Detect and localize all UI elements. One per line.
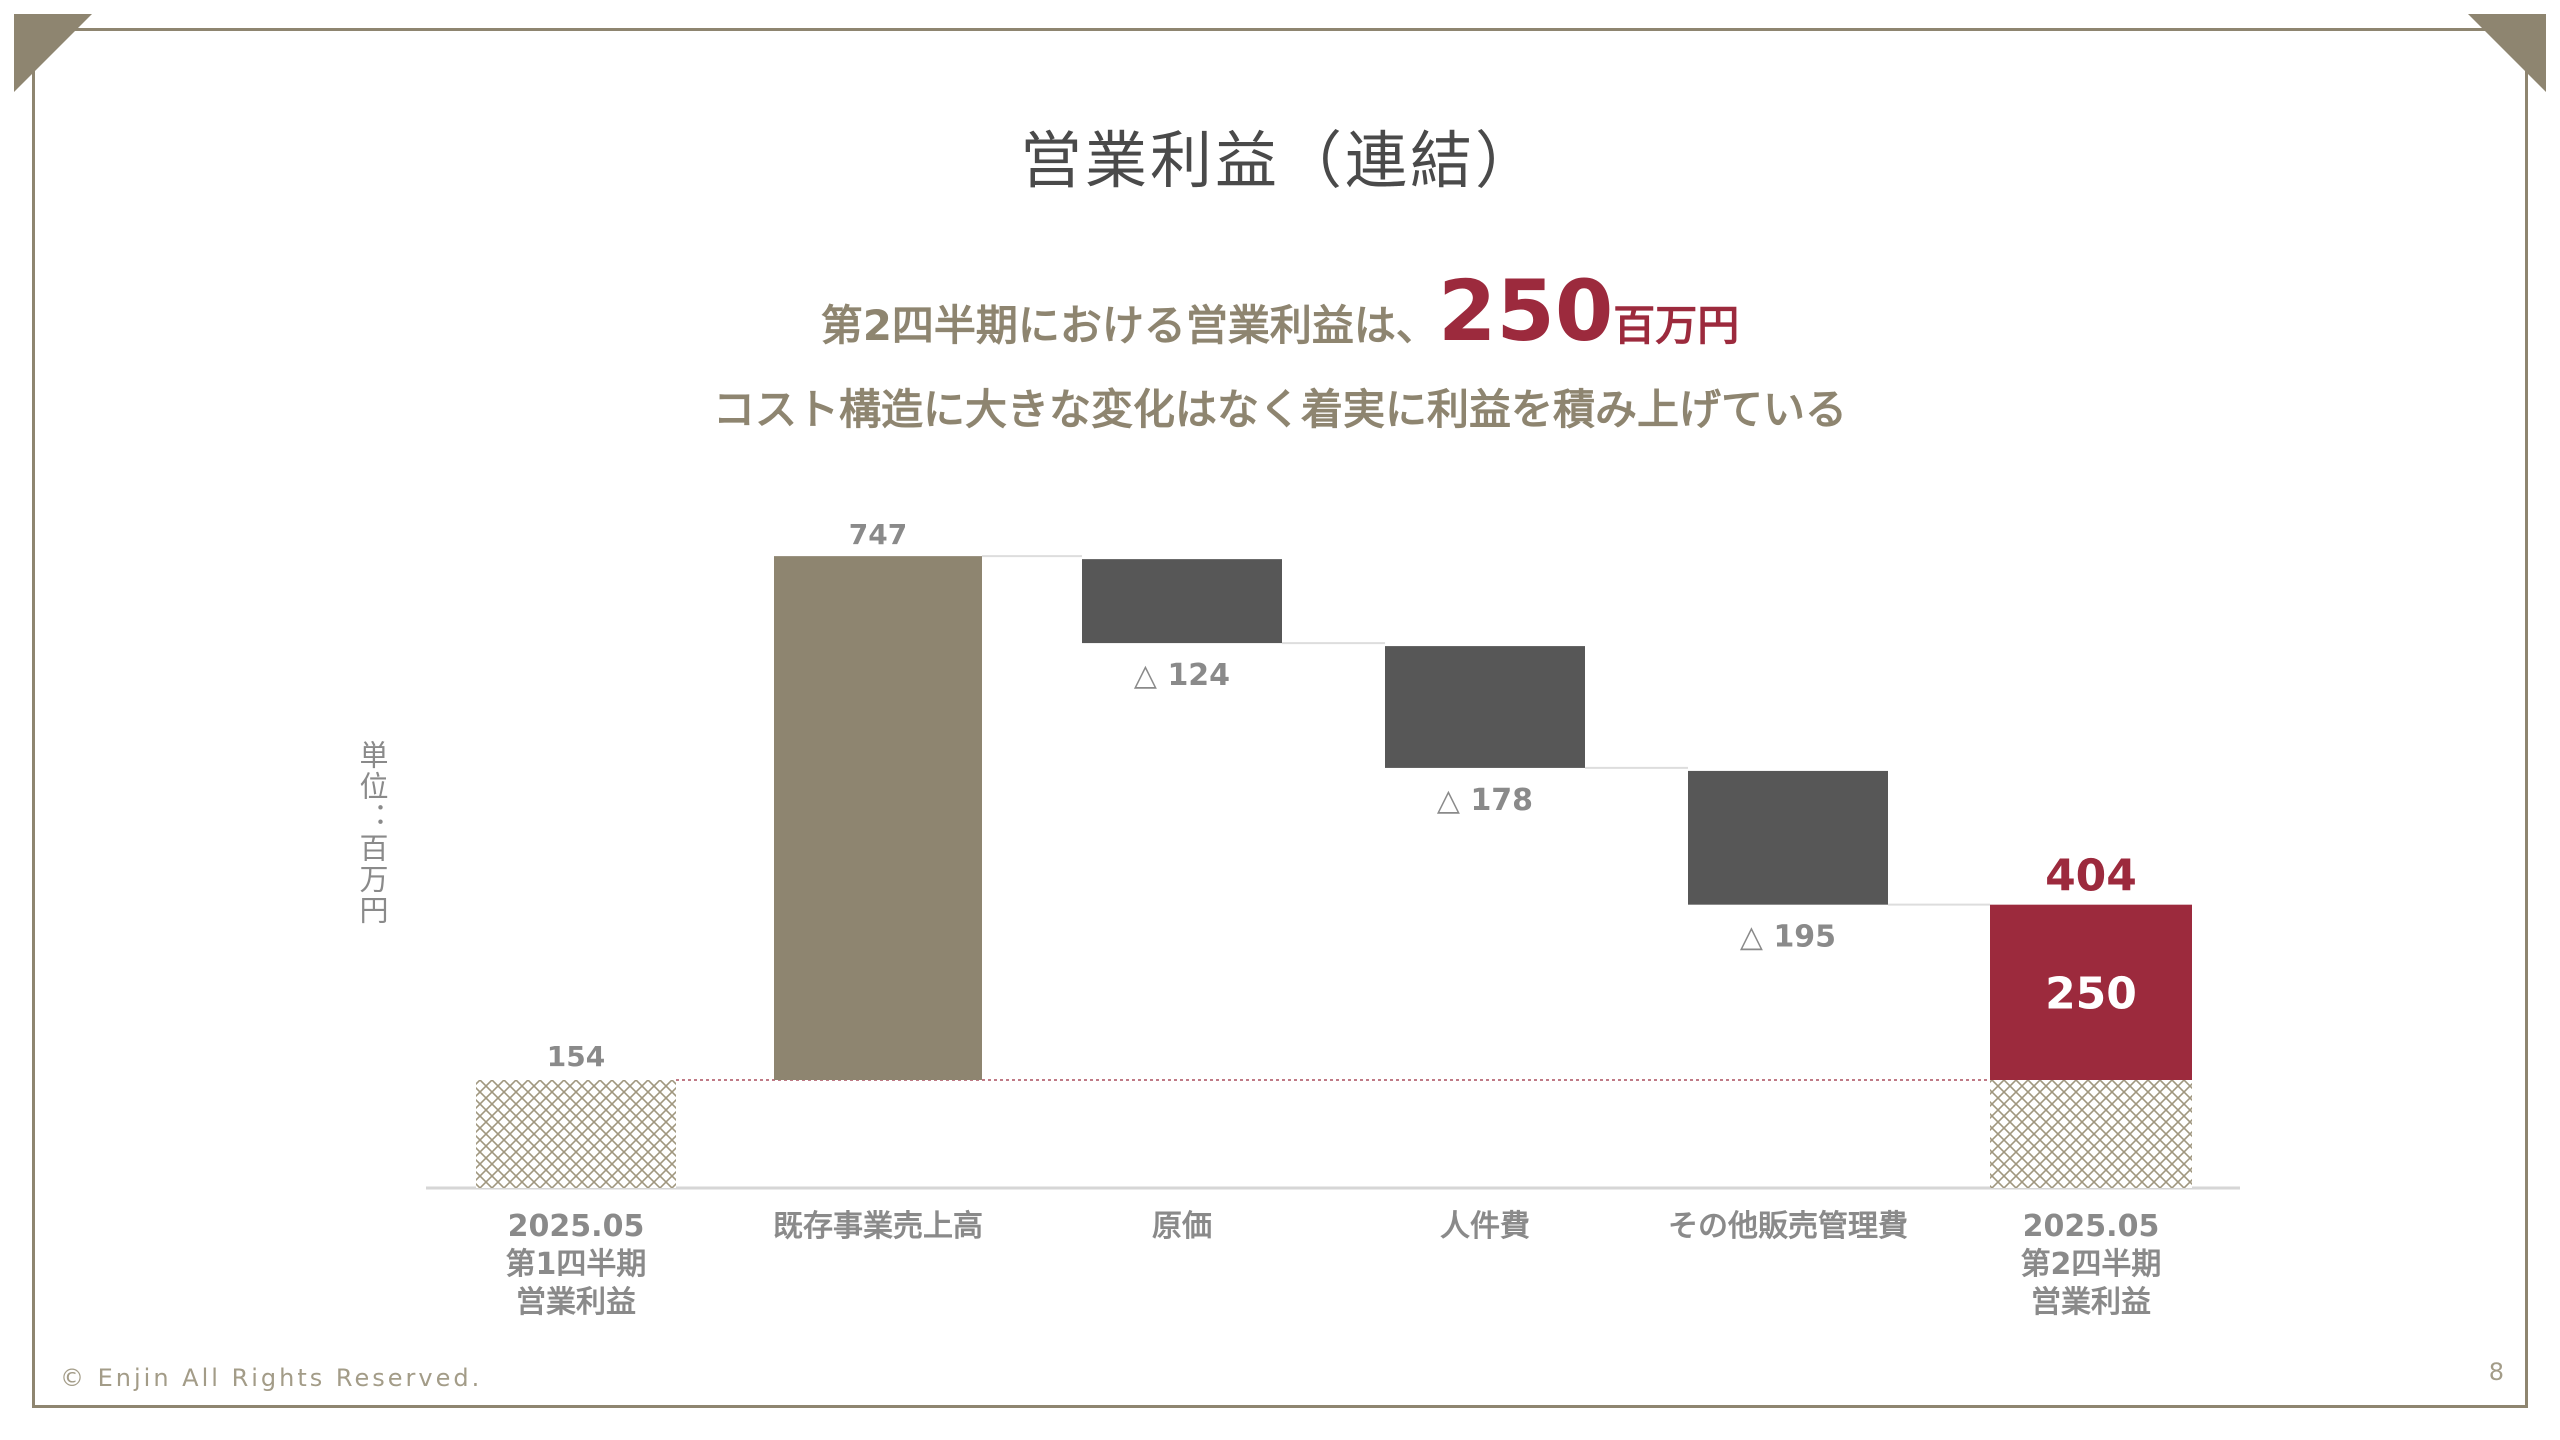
slide-frame [32,28,2528,1408]
data-label: 250 [2045,968,2137,1019]
data-label: △ 124 [1134,658,1230,693]
headline-figure: 250 [1437,262,1614,360]
x-tick-label: 人件費 [1440,1209,1530,1244]
subheadline: コスト構造に大きな変化はなく着実に利益を積み上げている [712,385,1847,434]
x-tick-label: 第1四半期 [506,1247,647,1282]
bar-increase [774,556,982,1080]
bar-total-baseline [1990,1080,2192,1188]
headline: 第2四半期における営業利益は、250百万円 [0,262,2560,360]
corner-ornament-top-left [14,14,92,92]
cumulative-label: 404 [2045,851,2137,902]
data-label: 154 [547,1040,605,1073]
bar-total [1990,904,2192,1080]
page-number: 8 [2488,1358,2504,1386]
bar-decrease [1082,559,1282,644]
headline-unit: 百万円 [1613,301,1740,350]
x-tick-label: 営業利益 [516,1285,636,1320]
corner-ornament-top-right [2468,14,2546,92]
bar-decrease [1385,646,1585,768]
x-tick-label: 2025.05 [508,1209,645,1244]
headline-prefix: 第2四半期における営業利益は、 [820,301,1438,350]
bar-baseline [476,1080,676,1188]
bar-decrease [1688,770,1888,905]
data-label: △ 178 [1437,783,1533,818]
slide-title: 営業利益（連結） [1019,124,1540,197]
unit-label: 単位：百万円 [355,740,389,926]
x-tick-label: その他販売管理費 [1668,1209,1908,1244]
x-tick-label: 第2四半期 [2021,1247,2162,1282]
x-tick-label: 2025.05 [2023,1209,2160,1244]
data-label: 747 [849,518,907,551]
x-tick-label: 営業利益 [2031,1285,2151,1320]
footer-copyright: © Enjin All Rights Reserved. [60,1364,483,1392]
x-tick-label: 既存事業売上高 [773,1209,983,1244]
x-tick-label: 原価 [1152,1209,1212,1244]
data-label: △ 195 [1740,920,1836,955]
